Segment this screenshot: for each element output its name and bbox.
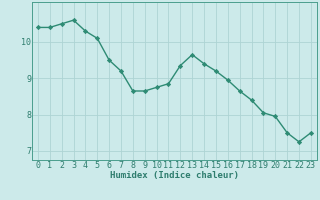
X-axis label: Humidex (Indice chaleur): Humidex (Indice chaleur) (110, 171, 239, 180)
